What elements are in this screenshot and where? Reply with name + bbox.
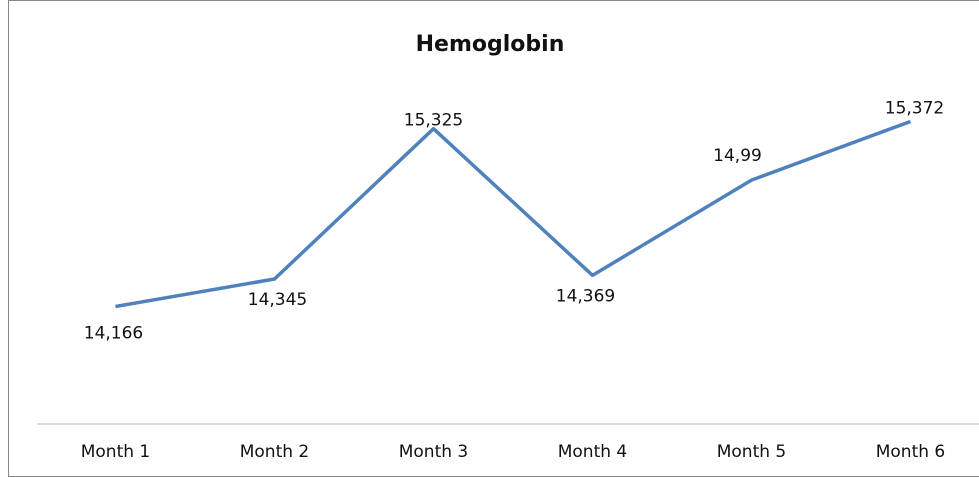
x-tick-label: Month 2 [240, 442, 310, 462]
x-tick-label: Month 4 [558, 442, 628, 462]
x-tick-label: Month 6 [876, 442, 946, 462]
chart-title: Hemoglobin [416, 32, 565, 57]
x-tick-label: Month 3 [399, 442, 469, 462]
line-series [115, 119, 912, 309]
chart-frame [8, 0, 979, 477]
data-label: 14,166 [84, 323, 143, 343]
x-tick-label: Month 1 [81, 442, 151, 462]
data-label: 14,345 [248, 290, 307, 310]
data-label: 15,325 [404, 111, 463, 131]
data-label: 14,369 [556, 286, 615, 306]
x-tick-label: Month 5 [717, 442, 787, 462]
data-label: 14,99 [713, 146, 762, 166]
data-label: 15,372 [885, 98, 944, 118]
